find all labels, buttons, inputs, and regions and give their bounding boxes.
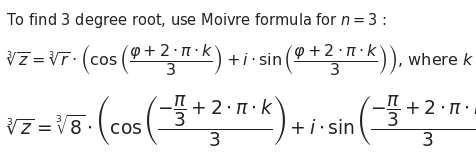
Text: $\sqrt[3]{z} = \sqrt[3]{r} \cdot \left( \cos\left( \dfrac{\varphi + 2 \cdot \pi : $\sqrt[3]{z} = \sqrt[3]{r} \cdot \left( … [6,42,476,78]
Text: To find 3 degree root, use Moivre formula for $n = 3$ :: To find 3 degree root, use Moivre formul… [6,11,386,30]
Text: $\sqrt[3]{z} = \sqrt[3]{8} \cdot \left( \cos\left( \dfrac{-\dfrac{\pi}{3} + 2 \c: $\sqrt[3]{z} = \sqrt[3]{8} \cdot \left( … [6,93,476,148]
